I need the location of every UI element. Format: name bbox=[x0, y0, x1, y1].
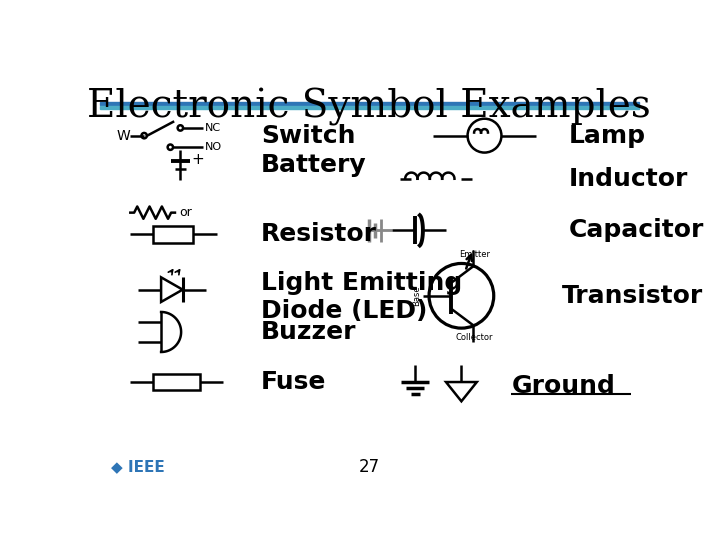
Text: Inductor: Inductor bbox=[570, 167, 688, 191]
Text: Transistor: Transistor bbox=[562, 284, 703, 308]
Text: Capacitor: Capacitor bbox=[570, 218, 705, 242]
Bar bbox=[99, 106, 639, 109]
Bar bbox=[153, 226, 194, 242]
Text: Fuse: Fuse bbox=[261, 370, 327, 394]
Bar bbox=[153, 374, 199, 390]
Text: Light Emitting
Diode (LED): Light Emitting Diode (LED) bbox=[261, 272, 462, 323]
Text: Resistor: Resistor bbox=[261, 222, 377, 246]
Text: 27: 27 bbox=[359, 458, 379, 476]
Text: NO: NO bbox=[205, 142, 222, 152]
Text: +: + bbox=[191, 152, 204, 167]
Text: W: W bbox=[117, 129, 130, 143]
Text: Base: Base bbox=[413, 286, 421, 306]
Text: Buzzer: Buzzer bbox=[261, 320, 356, 344]
Text: Emitter: Emitter bbox=[459, 249, 490, 259]
Text: Lamp: Lamp bbox=[570, 124, 647, 147]
Text: Battery: Battery bbox=[261, 153, 366, 177]
Text: Collector: Collector bbox=[456, 333, 493, 342]
Text: Ground: Ground bbox=[511, 374, 616, 398]
Bar bbox=[99, 102, 639, 105]
Text: ◆ IEEE: ◆ IEEE bbox=[111, 459, 165, 474]
Text: Switch: Switch bbox=[261, 124, 356, 147]
Text: or: or bbox=[179, 206, 192, 219]
Text: Electronic Symbol Examples: Electronic Symbol Examples bbox=[87, 88, 651, 126]
Text: NC: NC bbox=[205, 123, 221, 133]
